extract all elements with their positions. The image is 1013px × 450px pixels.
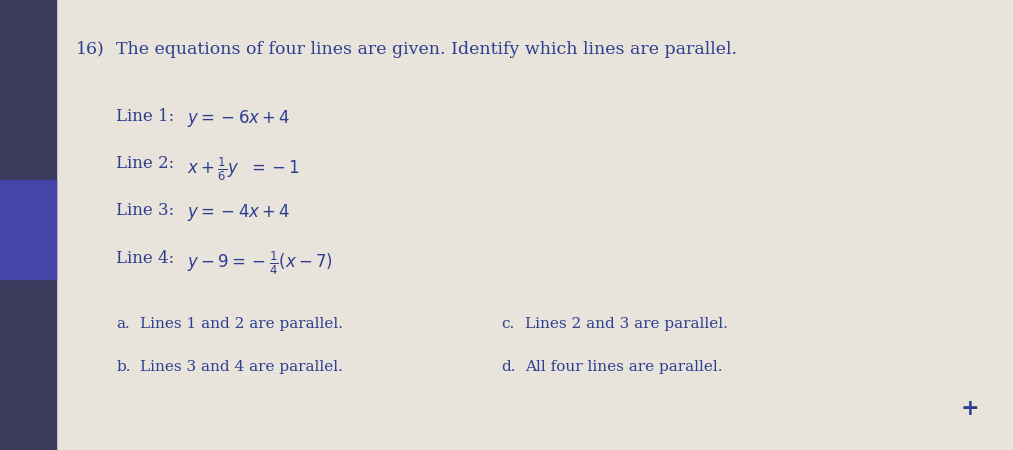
Text: Lines 1 and 2 are parallel.: Lines 1 and 2 are parallel. bbox=[140, 317, 342, 331]
Text: Lines 3 and 4 are parallel.: Lines 3 and 4 are parallel. bbox=[140, 360, 342, 374]
Text: c.: c. bbox=[501, 317, 515, 331]
Text: Line 3:: Line 3: bbox=[116, 202, 175, 220]
Text: 16): 16) bbox=[76, 40, 104, 58]
Text: $y = -6x + 4$: $y = -6x + 4$ bbox=[187, 108, 291, 129]
Text: a.: a. bbox=[116, 317, 131, 331]
Text: Line 1:: Line 1: bbox=[116, 108, 175, 125]
Text: $y - 9 = -\frac{1}{4}(x - 7)$: $y - 9 = -\frac{1}{4}(x - 7)$ bbox=[187, 250, 333, 277]
Text: Lines 2 and 3 are parallel.: Lines 2 and 3 are parallel. bbox=[525, 317, 727, 331]
Text: The equations of four lines are given. Identify which lines are parallel.: The equations of four lines are given. I… bbox=[116, 40, 737, 58]
Text: +: + bbox=[960, 398, 979, 420]
Text: b.: b. bbox=[116, 360, 131, 374]
Text: $x + \frac{1}{6}y\ \ = -1$: $x + \frac{1}{6}y\ \ = -1$ bbox=[187, 155, 300, 183]
Text: d.: d. bbox=[501, 360, 516, 374]
Text: Line 2:: Line 2: bbox=[116, 155, 175, 172]
Text: All four lines are parallel.: All four lines are parallel. bbox=[525, 360, 722, 374]
Text: Line 4:: Line 4: bbox=[116, 250, 175, 267]
Text: $y = -4x + 4$: $y = -4x + 4$ bbox=[187, 202, 291, 224]
